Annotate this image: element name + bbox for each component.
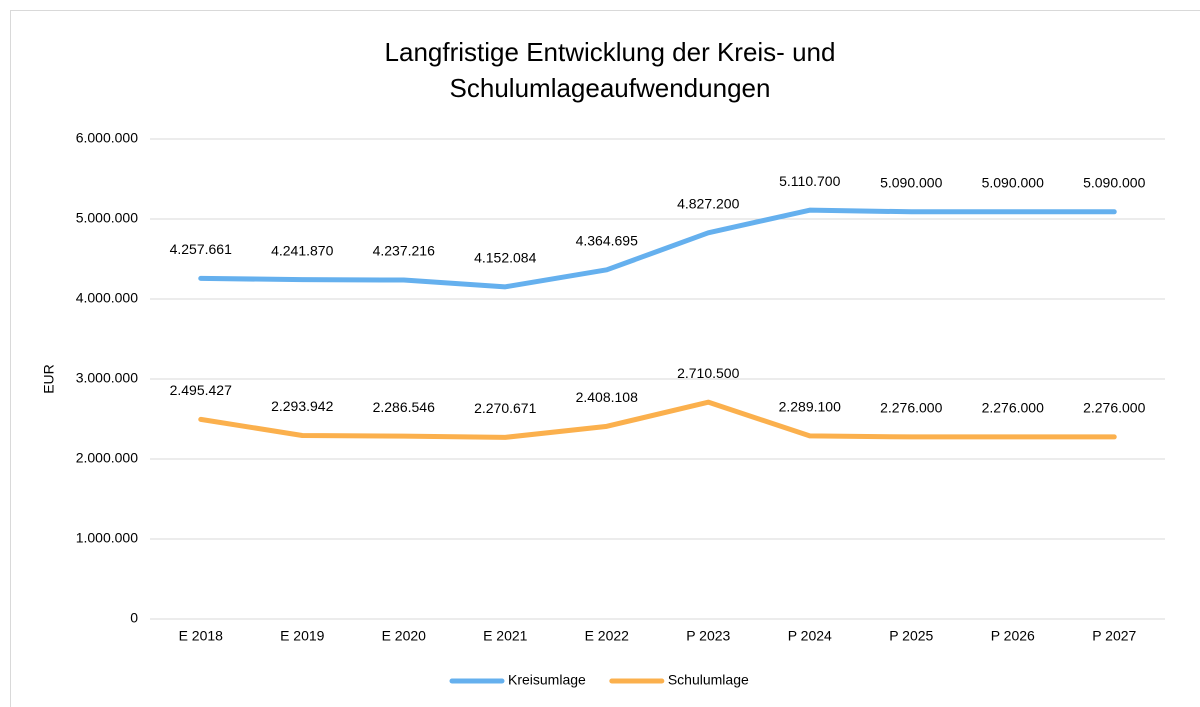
data-label: 2.270.671 — [474, 400, 536, 416]
x-tick-label: E 2021 — [483, 628, 528, 644]
chart-title: Langfristige Entwicklung der Kreis- und … — [384, 37, 836, 103]
x-tick-label: P 2024 — [788, 628, 832, 644]
x-tick-label: P 2023 — [686, 628, 730, 644]
data-label: 2.408.108 — [576, 389, 638, 405]
x-tick-label: E 2022 — [585, 628, 630, 644]
data-label: 4.827.200 — [677, 196, 739, 212]
series-line — [198, 207, 1117, 290]
data-label: 2.276.000 — [982, 400, 1044, 416]
data-label: 5.090.000 — [880, 175, 942, 191]
legend-label: Schulumlage — [668, 672, 749, 688]
y-tick-label: 5.000.000 — [76, 210, 138, 226]
legend-label: Kreisumlage — [508, 672, 586, 688]
x-tick-label: P 2027 — [1092, 628, 1136, 644]
data-label: 2.710.500 — [677, 365, 739, 381]
x-tick-label: P 2026 — [991, 628, 1035, 644]
data-label: 2.289.100 — [779, 399, 841, 415]
y-tick-label: 3.000.000 — [76, 370, 138, 386]
data-label: 4.241.870 — [271, 242, 333, 258]
data-label: 2.276.000 — [1083, 400, 1145, 416]
y-tick-label: 4.000.000 — [76, 290, 138, 306]
x-tick-label: E 2018 — [179, 628, 224, 644]
data-label: 2.286.546 — [373, 399, 435, 415]
y-tick-label: 1.000.000 — [76, 530, 138, 546]
x-tick-label: P 2025 — [889, 628, 933, 644]
data-label: 4.152.084 — [474, 250, 536, 266]
data-label: 5.090.000 — [1083, 175, 1145, 191]
series-line — [198, 399, 1117, 440]
data-label: 4.364.695 — [576, 233, 638, 249]
data-label: 2.276.000 — [880, 400, 942, 416]
y-axis-label: EUR — [41, 364, 57, 394]
y-tick-label: 0 — [130, 610, 138, 626]
chart-border — [10, 10, 1200, 707]
data-label: 5.110.700 — [779, 173, 840, 189]
x-tick-label: E 2019 — [280, 628, 325, 644]
data-label: 5.090.000 — [982, 175, 1044, 191]
data-label: 2.293.942 — [271, 398, 333, 414]
data-label: 4.257.661 — [170, 241, 232, 257]
y-tick-label: 2.000.000 — [76, 450, 138, 466]
x-tick-label: E 2020 — [382, 628, 427, 644]
data-label: 2.495.427 — [170, 382, 232, 398]
data-label: 4.237.216 — [373, 243, 435, 259]
y-tick-label: 6.000.000 — [76, 130, 138, 146]
